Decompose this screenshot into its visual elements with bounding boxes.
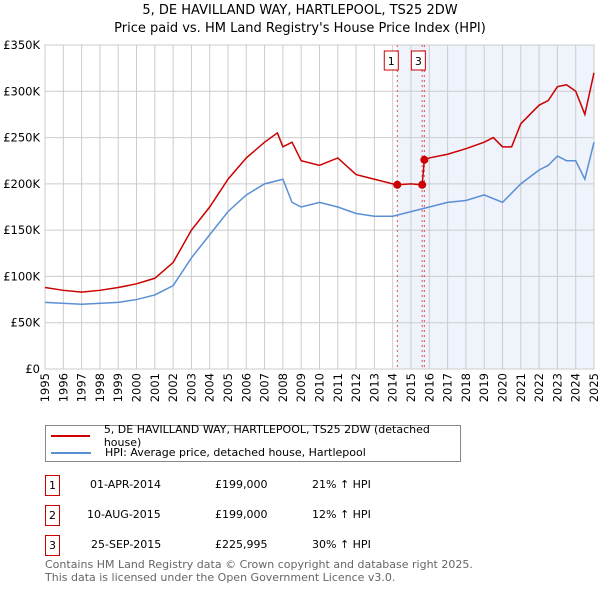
sale-label: 1 — [388, 55, 395, 68]
y-tick-label: £100K — [3, 269, 40, 283]
sale-point — [418, 180, 427, 189]
x-tick-label: 2003 — [184, 373, 198, 402]
y-tick-label: £350K — [3, 38, 40, 52]
legend: 5, DE HAVILLAND WAY, HARTLEPOOL, TS25 2D… — [45, 423, 461, 462]
y-tick-label: £50K — [11, 316, 41, 330]
sale-price: £225,995 — [215, 538, 268, 551]
x-tick-label: 2010 — [313, 373, 327, 402]
y-tick-label: £250K — [3, 131, 40, 145]
footer: Contains HM Land Registry data © Crown c… — [45, 558, 473, 584]
x-tick-label: 2024 — [569, 373, 583, 402]
sale-date: 10-AUG-2015 — [87, 508, 161, 521]
marker-badge: 2 — [45, 505, 60, 526]
legend-label: 5, DE HAVILLAND WAY, HARTLEPOOL, TS25 2D… — [103, 422, 430, 449]
legend-item-property: 5, DE HAVILLAND WAY, HARTLEPOOL, TS25 2D… — [46, 423, 460, 449]
series-line-property — [44, 72, 595, 293]
price-chart: 1995 1996 1997 1998 1999 2000 2001 2002 2003 2004… — [3, 38, 600, 402]
footer-line: This data is licensed under the Open Gov… — [45, 571, 396, 584]
marker-badge: 3 — [45, 535, 60, 556]
sale-label: 3 — [415, 55, 422, 68]
x-tick-label: 2017 — [441, 373, 455, 402]
x-tick-label: 2020 — [496, 373, 510, 402]
sale-date: 25-SEP-2015 — [91, 538, 162, 551]
x-tick-label: 2011 — [331, 373, 345, 402]
sale-label-box — [410, 50, 426, 71]
x-tick-label: 2025 — [587, 373, 600, 402]
hpi-change: 12% ↑ HPI — [312, 508, 371, 521]
legend-item-hpi: HPI: Average price, detached house, Hart… — [46, 444, 366, 461]
x-tick-label: 2002 — [166, 373, 180, 402]
table-row: 2 10-AUG-2015 £199,000 12% ↑ HPI — [45, 505, 445, 526]
x-tick-label: 2016 — [422, 373, 436, 402]
legend-label: HPI: Average price, detached house, Hart… — [105, 446, 366, 459]
sale-point — [420, 155, 429, 164]
chart-subtitle: Price paid vs. HM Land Registry's House … — [114, 21, 486, 36]
x-tick-label: 2005 — [221, 373, 235, 402]
sale-date: 01-APR-2014 — [90, 478, 162, 491]
table-row: 1 01-APR-2014 £199,000 21% ↑ HPI — [45, 475, 445, 496]
x-tick-label: 1998 — [93, 373, 107, 402]
y-tick-label: £150K — [3, 223, 40, 237]
x-tick-label: 1996 — [56, 373, 70, 402]
hpi-change: 21% ↑ HPI — [312, 478, 371, 491]
x-tick-label: 1997 — [75, 373, 89, 402]
x-tick-label: 2009 — [294, 373, 308, 402]
x-tick-label: 2000 — [130, 373, 144, 402]
chart-title: 5, DE HAVILLAND WAY, HARTLEPOOL, TS25 2D… — [142, 3, 458, 18]
table-row: 3 25-SEP-2015 £225,995 30% ↑ HPI — [45, 535, 445, 556]
y-tick-label: £200K — [3, 177, 40, 191]
legend-swatch-blue — [51, 451, 91, 454]
y-tick-label: £300K — [3, 84, 40, 98]
x-tick-label: 2018 — [459, 373, 473, 402]
x-tick-label: 2023 — [550, 373, 564, 402]
hpi-change: 30% ↑ HPI — [312, 538, 371, 551]
footer-line: Contains HM Land Registry data © Crown c… — [45, 558, 473, 571]
x-tick-label: 2008 — [276, 373, 290, 402]
x-tick-label: 2015 — [404, 373, 418, 402]
x-tick-label: 1999 — [111, 373, 125, 402]
x-tick-label: 2012 — [349, 373, 363, 402]
x-tick-label: 2019 — [477, 373, 491, 402]
x-tick-label: 2021 — [514, 373, 528, 402]
legend-swatch-red — [51, 434, 90, 437]
x-tick-label: 2006 — [239, 373, 253, 402]
marker-badge: 1 — [45, 475, 60, 496]
sale-point — [393, 180, 402, 189]
x-tick-label: 2013 — [367, 373, 381, 402]
x-tick-label: 2007 — [258, 373, 272, 402]
y-tick-label: £0 — [25, 362, 40, 376]
sale-price: £199,000 — [215, 478, 268, 491]
sale-price: £199,000 — [215, 508, 268, 521]
x-tick-label: 2001 — [148, 373, 162, 402]
x-tick-label: 2014 — [386, 373, 400, 402]
sale-label-box — [383, 50, 399, 71]
series-line-hpi — [44, 142, 595, 305]
x-tick-label: 2022 — [532, 373, 546, 402]
x-tick-label: 1995 — [38, 373, 52, 402]
x-tick-label: 2004 — [203, 373, 217, 402]
